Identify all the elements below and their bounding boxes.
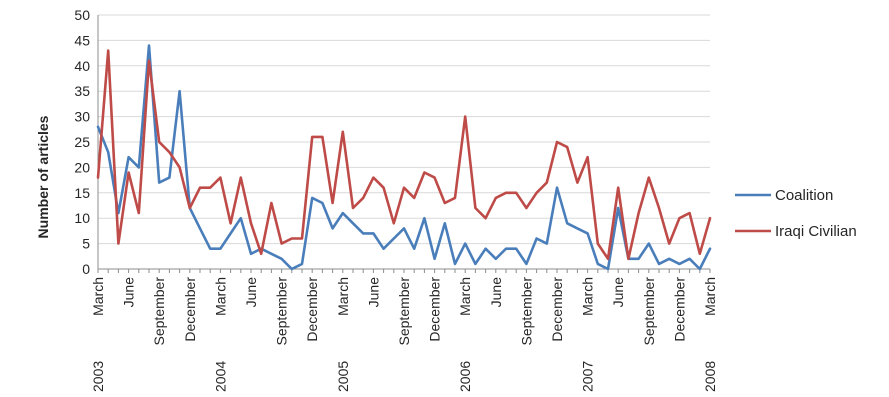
x-tick-label: June: [121, 277, 137, 308]
x-tick-label: September: [151, 277, 167, 346]
x-tick-label: March: [90, 277, 106, 316]
x-tick-label: June: [243, 277, 259, 308]
y-tick-label: 45: [74, 32, 90, 48]
y-tick-label: 10: [74, 210, 90, 226]
x-tick-label: September: [641, 277, 657, 346]
year-label: 2008: [702, 361, 718, 392]
x-tick-label: March: [335, 277, 351, 316]
series-line-iraqi-civilian: [96, 49, 712, 261]
x-tick-label: June: [365, 277, 381, 308]
x-tick-labels: March June September December March June Septe…: [90, 277, 718, 346]
year-label: 2006: [457, 361, 473, 392]
x-tick-label: December: [549, 277, 565, 342]
x-tick-label: December: [671, 277, 687, 342]
y-tick-label: 5: [82, 236, 90, 252]
x-tick-label: March: [580, 277, 596, 316]
y-tick-label: 20: [74, 159, 90, 175]
x-tick-label: June: [488, 277, 504, 308]
x-tick-label: September: [274, 277, 290, 346]
year-labels: 2003 2004 2005 2006 2007 2008: [90, 361, 718, 392]
legend: Coalition Iraqi Civilian: [735, 187, 857, 240]
x-tick-label: December: [304, 277, 320, 342]
y-tick-labels: 0 5 10 15 20 25 30 35 40 45 50: [74, 7, 90, 277]
x-tick-label: March: [457, 277, 473, 316]
y-tick-label: 25: [74, 134, 90, 150]
y-tick-label: 15: [74, 185, 90, 201]
x-tick-label: September: [518, 277, 534, 346]
legend-label-iraqi-civilian: Iraqi Civilian: [775, 223, 857, 240]
legend-label-coalition: Coalition: [775, 187, 833, 204]
y-tick-label: 30: [74, 109, 90, 125]
y-tick-label: 35: [74, 83, 90, 99]
x-tick-label: September: [396, 277, 412, 346]
gridlines: [98, 14, 710, 245]
y-axis-title: Number of articles: [35, 115, 51, 238]
year-label: 2007: [580, 361, 596, 392]
y-tick-label: 0: [82, 261, 90, 277]
series-line-coalition: [96, 44, 712, 271]
x-tick-label: March: [702, 277, 718, 316]
x-tick-label: December: [182, 277, 198, 342]
y-tick-label: 40: [74, 58, 90, 74]
year-label: 2003: [90, 361, 106, 392]
series-lines: [96, 44, 712, 271]
x-tick-label: March: [212, 277, 228, 316]
axes: [97, 15, 711, 273]
year-label: 2004: [212, 361, 228, 392]
x-tick-label: June: [610, 277, 626, 308]
year-label: 2005: [335, 361, 351, 392]
x-tick-label: December: [427, 277, 443, 342]
y-tick-label: 50: [74, 7, 90, 23]
